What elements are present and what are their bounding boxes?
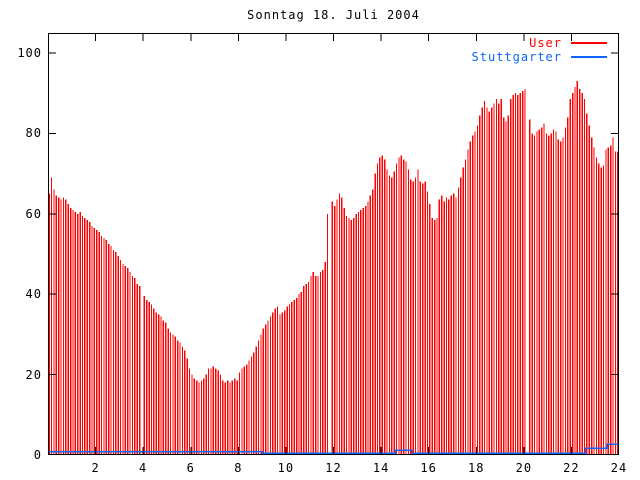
legend-line-sample-stuttgarter xyxy=(571,56,607,58)
y-tick-label: 100 xyxy=(17,46,42,60)
plot-area xyxy=(48,33,619,455)
axis-tick-marks xyxy=(49,34,619,455)
y-tick-label: 60 xyxy=(25,206,42,221)
x-tick-label: 2 xyxy=(91,461,100,475)
plot-border xyxy=(48,33,619,455)
y-tick-label: 40 xyxy=(25,287,42,302)
x-tick-label: 6 xyxy=(186,461,195,475)
x-tick-label: 4 xyxy=(139,461,148,475)
legend-item-stuttgarter: Stuttgarter xyxy=(472,50,607,64)
legend-item-user: User xyxy=(472,36,607,50)
x-tick-label: 24 xyxy=(610,461,628,475)
x-tick-label: 20 xyxy=(515,461,533,475)
legend-label-stuttgarter: Stuttgarter xyxy=(471,50,562,64)
stuttgarter-step-line xyxy=(48,443,619,455)
x-tick-label: 22 xyxy=(563,461,580,475)
x-tick-label: 16 xyxy=(420,461,437,475)
x-tick-label: 14 xyxy=(372,461,390,475)
y-tick-label: 80 xyxy=(25,126,42,141)
y-tick-label: 20 xyxy=(25,367,42,382)
legend: User Stuttgarter xyxy=(472,36,607,64)
legend-line-sample-user xyxy=(571,42,607,44)
user-impulse-bars xyxy=(48,81,619,455)
legend-label-user: User xyxy=(529,36,562,50)
y-tick-label: 0 xyxy=(33,448,42,462)
x-tick-label: 12 xyxy=(325,461,342,475)
x-tick-label: 8 xyxy=(234,461,243,475)
x-tick-label: 10 xyxy=(277,461,295,475)
x-tick-label: 18 xyxy=(468,461,485,475)
chart-title: Sonntag 18. Juli 2004 xyxy=(247,8,420,22)
